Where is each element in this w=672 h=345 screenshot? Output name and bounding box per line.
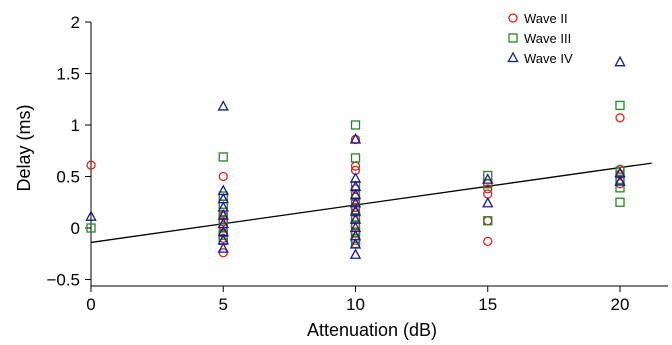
y-ticks: −0.5 0 0.5 1 1.5 2 xyxy=(46,13,91,290)
wave-iv-point xyxy=(482,196,494,208)
wave-iii-point xyxy=(483,216,493,226)
x-axis-title: Attenuation (dB) xyxy=(307,320,437,340)
y-axis-title: Delay (ms) xyxy=(14,104,34,191)
x-tick-label: 10 xyxy=(346,295,365,314)
legend-marker-wave-iii xyxy=(508,33,518,43)
trend-line xyxy=(90,162,652,244)
wave-iv-point xyxy=(349,238,362,249)
x-tick-label: 15 xyxy=(478,295,497,314)
legend-label-wave-iv: Wave IV xyxy=(524,51,573,66)
wave-iii-point xyxy=(615,100,625,111)
y-tick-label: 0.5 xyxy=(56,168,80,187)
wave-iv-point xyxy=(349,248,362,259)
y-tick-label: 1.5 xyxy=(56,65,80,84)
wave-iii-point xyxy=(86,223,96,233)
wave-iii-point xyxy=(350,120,361,130)
wave-iii-point xyxy=(615,183,625,193)
axes xyxy=(90,22,668,287)
wave-iii-point xyxy=(218,152,228,162)
data-points xyxy=(85,55,626,259)
wave-ii-point xyxy=(483,189,493,199)
wave-ii-point xyxy=(483,216,493,226)
wave-iii-point xyxy=(218,207,228,218)
wave-iv-point xyxy=(614,55,626,67)
wave-iv-point xyxy=(482,173,494,184)
legend-marker-wave-ii xyxy=(508,13,518,23)
legend-marker-wave-iv xyxy=(507,51,519,63)
wave-iii-point xyxy=(350,153,361,163)
wave-iv-point xyxy=(349,133,362,144)
legend: Wave II Wave III Wave IV xyxy=(507,11,573,66)
wave-iv-point xyxy=(85,210,97,221)
y-tick-label: −0.5 xyxy=(46,271,80,290)
x-ticks: 0 5 10 15 20 xyxy=(86,286,629,314)
wave-ii-point xyxy=(86,160,96,170)
wave-ii-point xyxy=(218,171,228,182)
wave-iv-point xyxy=(614,175,626,186)
wave-iv-point xyxy=(217,242,229,253)
y-tick-label: 1 xyxy=(71,116,80,135)
x-tick-label: 20 xyxy=(611,295,630,314)
wave-ii-point xyxy=(615,113,625,123)
y-tick-label: 0 xyxy=(71,219,80,238)
wave-ii-point xyxy=(483,184,493,194)
legend-label-wave-iii: Wave III xyxy=(524,31,571,46)
wave-ii-point xyxy=(483,236,493,247)
wave-iv-point xyxy=(217,100,229,111)
series-wave-iv xyxy=(85,55,626,259)
x-tick-label: 5 xyxy=(219,295,228,314)
x-tick-label: 0 xyxy=(86,295,95,314)
legend-label-wave-ii: Wave II xyxy=(524,11,568,26)
wave-iii-point xyxy=(615,197,625,207)
y-tick-label: 2 xyxy=(71,13,80,32)
wave-iii-point xyxy=(350,220,361,230)
